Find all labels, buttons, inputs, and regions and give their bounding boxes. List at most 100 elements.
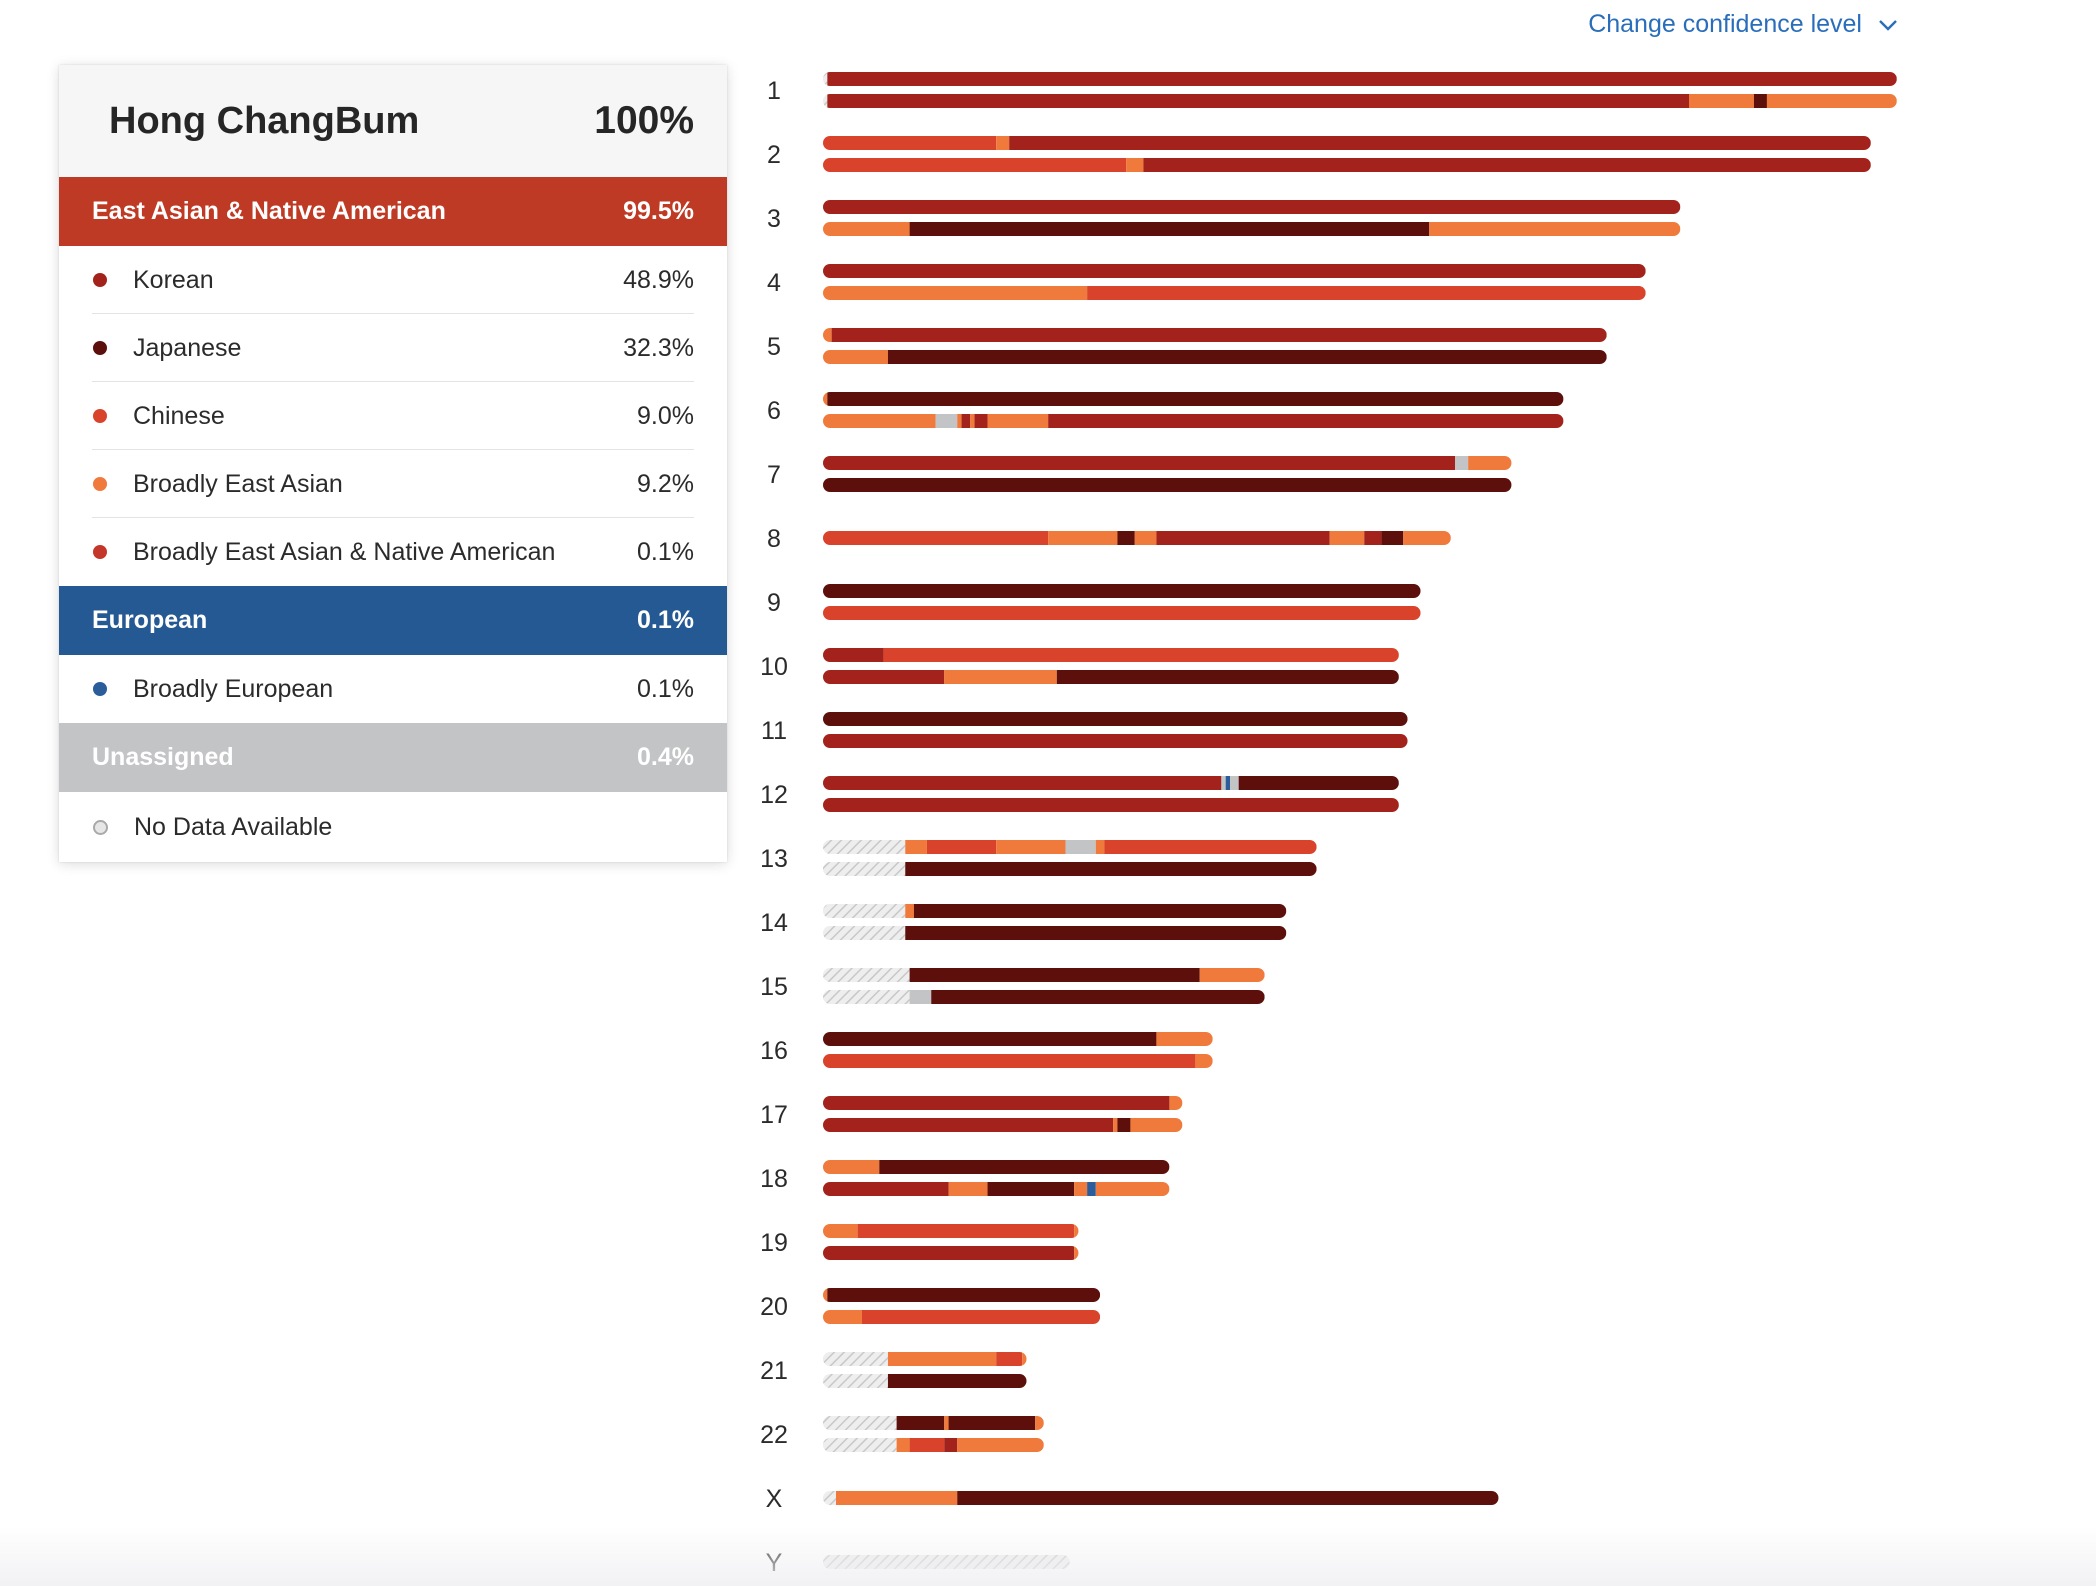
segment <box>1403 531 1451 545</box>
segment <box>905 926 1287 940</box>
segment <box>823 1352 888 1366</box>
chromosome-20[interactable]: 20 <box>760 1288 1101 1324</box>
change-confidence-level-button[interactable]: Change confidence level <box>1588 10 1898 39</box>
segment <box>913 904 1287 918</box>
population-row-korean[interactable]: Korean 48.9% <box>59 246 727 314</box>
segment <box>1056 670 1399 684</box>
population-row-chinese[interactable]: Chinese 9.0% <box>59 382 727 450</box>
chromosome-8[interactable]: 8 <box>767 525 1451 553</box>
segment <box>1753 94 1767 108</box>
chromosome-strand-top <box>823 1352 1027 1366</box>
chromosome-6[interactable]: 6 <box>767 392 1564 428</box>
category-unassigned[interactable]: Unassigned 0.4% <box>59 723 727 792</box>
chromosome-strand-top <box>823 328 1607 342</box>
segment <box>883 648 1399 662</box>
population-row-japanese[interactable]: Japanese 32.3% <box>59 314 727 382</box>
chromosome-1[interactable]: 1 <box>767 72 1897 108</box>
chromosome-5[interactable]: 5 <box>767 328 1607 364</box>
chromosome-16[interactable]: 16 <box>760 1032 1213 1068</box>
chromosome-label: 2 <box>767 141 781 169</box>
population-label: Chinese <box>133 401 225 430</box>
segment <box>823 990 910 1004</box>
chromosome-painting: 1 2 3 4 5 6 7 8 9 10 11 12 13 14 15 16 17 18 19 20 21 22 X Y <box>740 0 2096 1586</box>
chromosome-9[interactable]: 9 <box>767 584 1421 620</box>
chromosome-18[interactable]: 18 <box>760 1160 1170 1196</box>
chromosome-strand-bottom <box>823 606 1421 620</box>
chromosome-19[interactable]: 19 <box>760 1224 1079 1260</box>
broadly-european-dot-icon <box>93 682 107 696</box>
no-data-dot-icon <box>93 819 108 835</box>
segment <box>1104 840 1317 854</box>
population-row-broadly-east-asian-native-american[interactable]: Broadly East Asian & Native American 0.1… <box>59 518 727 586</box>
segment <box>823 968 910 982</box>
category-european[interactable]: European 0.1% <box>59 586 727 655</box>
segment <box>823 1374 888 1388</box>
segment <box>905 904 914 918</box>
chromosome-13[interactable]: 13 <box>760 840 1317 876</box>
segment <box>909 968 1200 982</box>
chromosome-11[interactable]: 11 <box>761 712 1408 748</box>
population-label: Broadly East Asian <box>133 469 343 498</box>
chromosome-15[interactable]: 15 <box>760 968 1265 1004</box>
segment <box>823 840 906 854</box>
chromosome-label: X <box>766 1485 783 1513</box>
chromosome-strand-bottom <box>823 734 1408 748</box>
chromosome-17[interactable]: 17 <box>760 1096 1183 1132</box>
population-label: Broadly European <box>133 674 334 703</box>
segment <box>887 1352 997 1366</box>
segment <box>823 1555 1070 1569</box>
segment <box>823 1118 1114 1132</box>
segment <box>957 1438 1044 1452</box>
segment <box>1126 158 1144 172</box>
segment <box>823 158 1127 172</box>
chromosome-12[interactable]: 12 <box>760 776 1399 812</box>
population-label: Japanese <box>133 333 242 362</box>
chromosome-strand-top <box>823 712 1408 726</box>
category-label: Unassigned <box>92 743 234 771</box>
japanese-dot-icon <box>93 341 107 355</box>
segment <box>823 584 1421 598</box>
chromosome-strand-top <box>823 1160 1170 1174</box>
chevron-down-icon <box>1879 19 1897 31</box>
segment <box>1230 776 1239 790</box>
segment <box>1455 456 1469 470</box>
chromosome-10[interactable]: 10 <box>760 648 1399 684</box>
population-row-broadly-east-asian[interactable]: Broadly East Asian 9.2% <box>59 450 727 518</box>
chromosome-strand-top <box>823 1032 1213 1046</box>
chromosome-14[interactable]: 14 <box>760 904 1287 940</box>
chromosome-4[interactable]: 4 <box>767 264 1646 300</box>
chromosome-strand-bottom <box>823 862 1317 876</box>
population-row-broadly-european[interactable]: Broadly European 0.1% <box>59 655 727 723</box>
population-percent: 9.2% <box>637 469 694 498</box>
chromosome-X[interactable]: X <box>766 1485 1499 1513</box>
segment <box>823 72 828 86</box>
segment <box>1221 776 1226 790</box>
chromosome-7[interactable]: 7 <box>767 456 1512 492</box>
category-east-asian-native-american[interactable]: East Asian & Native American 99.5% <box>59 177 727 246</box>
segment <box>823 414 936 428</box>
segment <box>823 1288 828 1302</box>
chromosome-strand-top <box>823 776 1399 790</box>
segment <box>1074 1246 1079 1260</box>
chromosome-Y[interactable]: Y <box>766 1549 1070 1577</box>
chromosome-label: 20 <box>760 1293 788 1321</box>
segment <box>1048 531 1118 545</box>
segment <box>823 1182 949 1196</box>
segment <box>948 1416 1036 1430</box>
population-row-no-data[interactable]: No Data Available <box>59 792 727 862</box>
chromosome-3[interactable]: 3 <box>767 200 1681 236</box>
segment <box>823 1416 897 1430</box>
segment <box>1095 840 1105 854</box>
segment <box>835 1491 958 1505</box>
segment <box>861 1310 1101 1324</box>
chromosome-21[interactable]: 21 <box>760 1352 1027 1388</box>
segment <box>996 136 1010 150</box>
segment <box>823 1310 862 1324</box>
chromosome-strand-top <box>823 136 1871 150</box>
chromosome-22[interactable]: 22 <box>760 1416 1044 1452</box>
chromosome-2[interactable]: 2 <box>767 136 1871 172</box>
segment <box>887 350 1607 364</box>
segment <box>1065 840 1096 854</box>
segment <box>823 1160 880 1174</box>
segment <box>823 712 1408 726</box>
